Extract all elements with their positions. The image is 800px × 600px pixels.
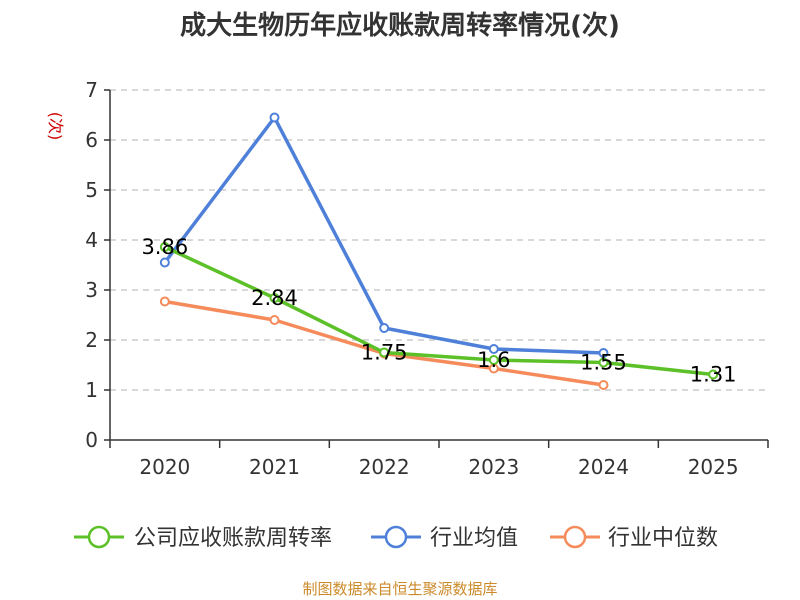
legend-item-1[interactable]: 行业均值 [371,525,518,551]
data-point[interactable] [488,355,499,365]
gridlines [110,89,768,391]
data-point[interactable] [159,242,170,252]
data-label: 1.55 [580,351,627,375]
x-tick-label: 2022 [359,455,410,479]
y-tick-label: 5 [85,178,98,202]
x-axis-ticks: 2020 2021 2022 2023 2024 2025 [109,440,769,479]
y-tick-label: 7 [85,78,98,102]
legend-item-0[interactable]: 公司应收账款周转率 [74,525,332,551]
legend[interactable]: 公司应收账款周转率 行业均值 行业中位数 [74,525,718,551]
legend-item-2[interactable]: 行业中位数 [550,525,718,551]
legend-label: 行业均值 [430,526,518,551]
data-point[interactable] [598,357,609,368]
data-labels: 3.86 2.84 1.75 1.6 1.55 1.31 [141,235,736,387]
y-tick-label: 4 [85,228,98,252]
legend-label: 行业中位数 [608,526,718,551]
y-tick-label: 1 [85,378,98,402]
chart-title: 成大生物历年应收账款周转率情况(次) [180,10,620,41]
data-point[interactable] [598,380,609,390]
axes [109,90,768,441]
x-tick-label: 2023 [468,455,519,479]
y-tick-label: 6 [85,128,98,152]
data-point[interactable] [159,296,170,307]
data-label: 3.86 [141,235,188,259]
x-tick-label: 2024 [578,455,629,479]
x-tick-label: 2020 [139,455,190,479]
y-axis-ticks: 0 1 2 3 4 5 6 7 [85,78,110,452]
legend-marker [384,525,408,549]
y-tick-label: 2 [85,328,98,352]
x-tick-label: 2021 [249,455,300,479]
data-point[interactable] [269,112,280,123]
data-point[interactable] [598,348,609,358]
y-tick-label: 3 [85,278,98,302]
data-point[interactable] [159,257,170,268]
series-group [159,112,719,390]
data-point[interactable] [269,293,280,303]
source-note: 制图数据来自恒生聚源数据库 [302,580,497,598]
data-label: 1.75 [361,341,408,365]
data-label: 1.6 [477,348,510,372]
data-point[interactable] [379,347,390,358]
y-tick-label: 0 [85,428,98,452]
legend-marker [87,525,111,549]
data-point[interactable] [269,315,280,325]
legend-label: 公司应收账款周转率 [134,526,332,551]
data-point[interactable] [488,344,499,354]
data-label: 2.84 [251,286,298,310]
y-axis-label: (次) [46,112,65,141]
series-line-0 [164,245,714,377]
data-point[interactable] [379,323,390,333]
legend-marker [563,525,587,549]
series-line-1 [163,115,604,355]
x-tick-label: 2025 [688,455,739,479]
data-point[interactable] [708,369,719,380]
data-label: 1.31 [690,363,737,387]
